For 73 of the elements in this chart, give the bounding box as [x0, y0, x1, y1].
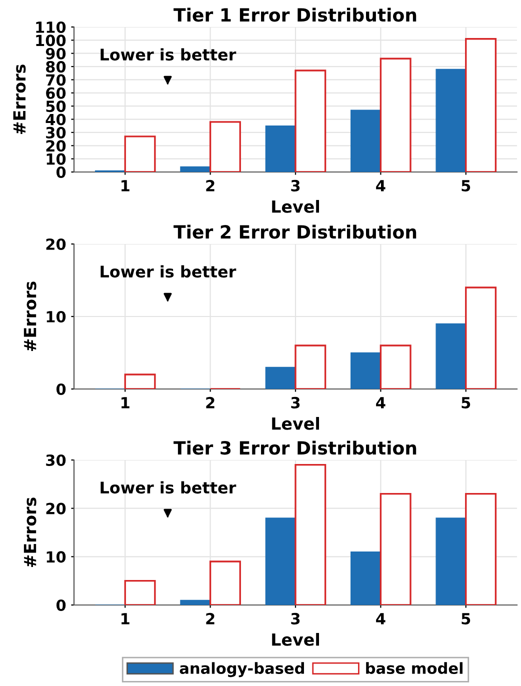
y-tick-label: 0: [56, 383, 66, 396]
x-tick-label: 1: [122, 397, 130, 408]
bar: [180, 600, 211, 605]
y-tick-label: 0: [56, 599, 66, 612]
y-axis-title: #Errors: [13, 64, 26, 134]
bar: [436, 323, 466, 389]
y-tick-label: 10: [46, 551, 66, 563]
bar: [465, 286, 497, 389]
bar: [209, 121, 241, 172]
bar: [465, 38, 497, 172]
annotation: Lower is better: [100, 265, 236, 278]
bar: [209, 560, 241, 605]
x-tick-label: 2: [206, 612, 214, 624]
x-axis-title: Level: [272, 200, 319, 213]
x-tick-label: 3: [291, 180, 300, 192]
x-axis-title: Level: [272, 632, 319, 646]
x-tick-label: 1: [122, 613, 130, 624]
bar: [350, 551, 382, 605]
x-tick-label: 2: [206, 396, 214, 408]
bar: [294, 344, 326, 389]
y-tick-label: 50: [46, 100, 66, 112]
legend-label: analogy-based: [180, 662, 304, 678]
bar: [350, 352, 382, 389]
chart-title: Tier 3 Error Distribution: [174, 440, 416, 455]
y-tick-label: 30: [46, 126, 66, 138]
y-tick-label: 110: [36, 21, 66, 34]
bar: [350, 110, 382, 172]
x-tick-label: 5: [462, 613, 470, 624]
bar: [265, 518, 296, 605]
x-tick-label: 4: [376, 397, 386, 408]
x-tick-label: 4: [376, 180, 386, 192]
bar: [380, 493, 412, 605]
y-tick-label: 20: [46, 502, 66, 514]
chart-title: Tier 1 Error Distribution: [174, 8, 416, 22]
annotation: Lower is better: [100, 481, 236, 494]
bar: [465, 493, 497, 605]
y-tick-label: 0: [56, 166, 66, 178]
bar: [124, 580, 156, 605]
bar: [436, 68, 466, 172]
annotation: Lower is better: [100, 48, 236, 61]
x-tick-label: 5: [462, 397, 470, 408]
bar: [265, 366, 296, 389]
x-tick-label: 5: [462, 180, 470, 192]
y-tick-label: 10: [46, 310, 66, 323]
y-axis-title: #Errors: [24, 282, 36, 352]
bar: [180, 166, 211, 172]
chart-title: Tier 2 Error Distribution: [174, 224, 416, 239]
x-tick-label: 4: [376, 613, 386, 624]
y-tick-label: 20: [46, 238, 66, 250]
x-axis-title: Level: [272, 416, 319, 430]
bar: [436, 518, 466, 605]
y-tick-label: 40: [46, 114, 66, 126]
bar: [380, 344, 412, 389]
y-tick-label: 60: [46, 87, 66, 99]
x-tick-label: 1: [122, 180, 130, 192]
x-tick-label: 3: [291, 396, 300, 408]
y-tick-label: 30: [46, 454, 66, 466]
bar: [294, 464, 326, 605]
y-tick-label: 80: [46, 61, 66, 73]
y-tick-label: 10: [46, 153, 66, 165]
y-axis-title: #Errors: [24, 498, 36, 568]
bar: [124, 374, 156, 389]
x-tick-label: 3: [291, 612, 300, 624]
x-tick-label: 2: [206, 180, 214, 192]
y-tick-label: 90: [46, 48, 66, 60]
y-tick-label: 100: [36, 34, 66, 46]
bar: [124, 136, 156, 172]
y-tick-label: 70: [46, 74, 66, 86]
y-tick-label: 20: [46, 140, 66, 152]
bar: [265, 126, 296, 172]
bar: [380, 58, 412, 172]
bar: [294, 70, 326, 172]
legend-label: base model: [366, 662, 463, 674]
